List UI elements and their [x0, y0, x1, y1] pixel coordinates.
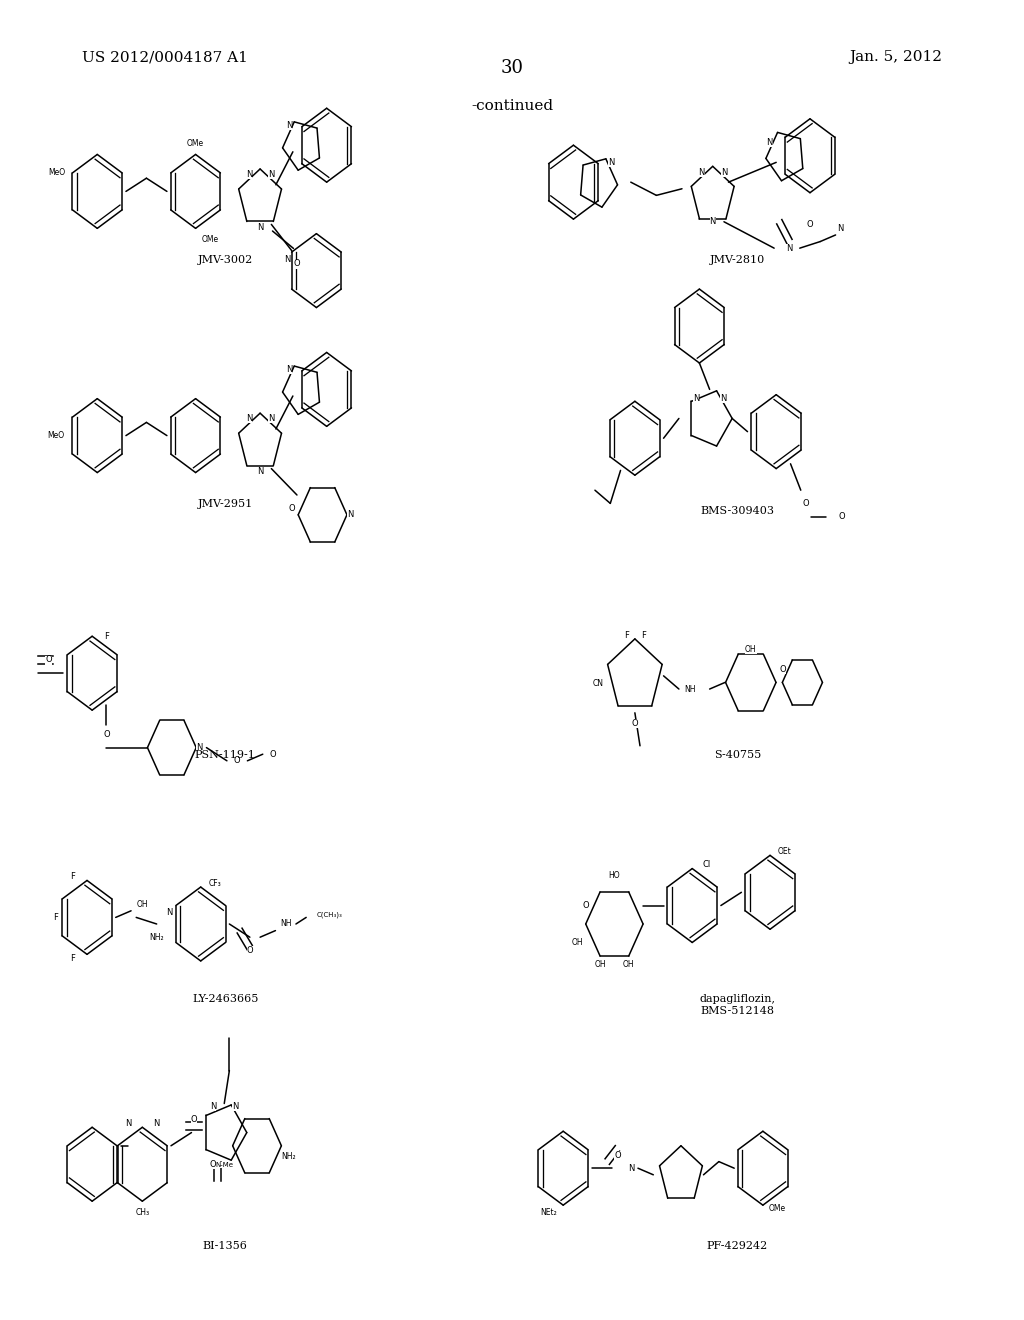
Text: O: O [289, 504, 295, 512]
Text: MeO: MeO [48, 169, 66, 177]
Text: N: N [786, 244, 793, 252]
Text: F: F [104, 632, 109, 640]
Text: N: N [154, 1119, 160, 1129]
Text: N: N [286, 366, 292, 374]
Text: O: O [210, 1160, 216, 1170]
Text: NH: NH [684, 685, 695, 693]
Text: Cl: Cl [702, 861, 711, 870]
Text: O: O [803, 499, 809, 508]
Text: F: F [624, 631, 629, 640]
Text: OH: OH [745, 644, 757, 653]
Text: LY-2463665: LY-2463665 [193, 994, 258, 1005]
Text: N: N [608, 158, 614, 166]
Text: N: N [125, 1119, 131, 1129]
Text: N: N [628, 1164, 634, 1172]
Text: dapagliflozin,
BMS-512148: dapagliflozin, BMS-512148 [699, 994, 775, 1015]
Text: OH: OH [571, 939, 583, 946]
Text: BMS-309403: BMS-309403 [700, 506, 774, 516]
Text: OH: OH [136, 900, 147, 908]
Text: OH: OH [594, 960, 606, 969]
Text: NH₂: NH₂ [150, 933, 164, 941]
Text: O: O [839, 512, 845, 521]
Text: JMV-2951: JMV-2951 [198, 499, 253, 510]
Text: NH₂: NH₂ [282, 1152, 296, 1162]
Text: N: N [210, 1102, 216, 1111]
Text: O: O [614, 1151, 621, 1159]
Text: CH₃: CH₃ [135, 1208, 150, 1217]
Text: JMV-2810: JMV-2810 [710, 255, 765, 265]
Text: OMe: OMe [769, 1204, 785, 1213]
Text: HO: HO [608, 871, 621, 880]
Text: NEt₂: NEt₂ [541, 1208, 557, 1217]
Text: F: F [53, 913, 58, 921]
Text: N: N [693, 393, 699, 403]
Text: N: N [257, 223, 263, 231]
Text: S-40755: S-40755 [714, 750, 761, 760]
Text: O: O [807, 220, 813, 228]
Text: O: O [45, 656, 52, 664]
Text: O: O [632, 719, 638, 729]
Text: OMe: OMe [202, 235, 218, 244]
Text: OH: OH [623, 960, 635, 969]
Text: US 2012/0004187 A1: US 2012/0004187 A1 [82, 50, 248, 65]
Text: F: F [71, 953, 75, 962]
Text: N: N [720, 393, 726, 403]
Text: O: O [103, 730, 110, 739]
Text: N: N [268, 414, 274, 424]
Text: O: O [294, 260, 300, 268]
Text: N: N [838, 224, 844, 232]
Text: -continued: -continued [471, 99, 553, 114]
Text: PSN-119-1: PSN-119-1 [195, 750, 256, 760]
Text: OEt: OEt [777, 847, 792, 857]
Text: N: N [166, 908, 172, 917]
Text: F: F [641, 631, 646, 640]
Text: N: N [347, 511, 353, 519]
Text: N: N [721, 168, 727, 177]
Text: MeO: MeO [47, 432, 65, 440]
Text: CN: CN [592, 678, 603, 688]
Text: 30: 30 [501, 59, 523, 78]
Text: N: N [698, 168, 705, 177]
Text: N: N [246, 414, 252, 424]
Text: N: N [285, 255, 291, 264]
Text: N-Me: N-Me [215, 1162, 233, 1167]
Text: N: N [766, 139, 773, 147]
Text: OMe: OMe [187, 139, 204, 148]
Text: JMV-3002: JMV-3002 [198, 255, 253, 265]
Text: Jan. 5, 2012: Jan. 5, 2012 [849, 50, 942, 65]
Text: BI-1356: BI-1356 [203, 1241, 248, 1251]
Text: N: N [286, 121, 292, 129]
Text: NH: NH [281, 920, 292, 928]
Text: O: O [233, 756, 241, 766]
Text: C(CH₃)₃: C(CH₃)₃ [316, 912, 342, 917]
Text: PF-429242: PF-429242 [707, 1241, 768, 1251]
Text: N: N [197, 743, 203, 752]
Text: O: O [247, 946, 253, 954]
Text: CF₃: CF₃ [209, 879, 221, 888]
Text: N: N [257, 467, 263, 475]
Text: O: O [269, 750, 276, 759]
Text: F: F [71, 873, 75, 882]
Text: N: N [268, 170, 274, 180]
Text: N: N [246, 170, 252, 180]
Text: O: O [779, 665, 785, 675]
Text: N: N [232, 1102, 239, 1111]
Text: O: O [190, 1115, 198, 1123]
Text: N: N [710, 216, 716, 226]
Text: O: O [583, 902, 589, 909]
